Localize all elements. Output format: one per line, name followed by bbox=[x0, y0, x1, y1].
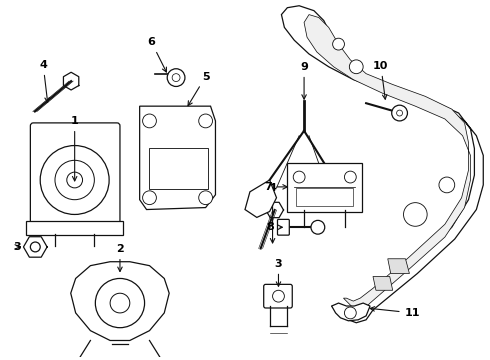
Text: 3: 3 bbox=[275, 259, 282, 286]
Polygon shape bbox=[245, 180, 276, 217]
Text: 4: 4 bbox=[269, 183, 276, 243]
Circle shape bbox=[143, 191, 156, 204]
Text: 6: 6 bbox=[147, 37, 167, 72]
Text: 10: 10 bbox=[373, 61, 389, 99]
Circle shape bbox=[199, 114, 213, 128]
Polygon shape bbox=[140, 106, 216, 210]
FancyBboxPatch shape bbox=[148, 148, 208, 189]
Circle shape bbox=[349, 60, 363, 74]
Polygon shape bbox=[281, 6, 483, 323]
Text: 1: 1 bbox=[71, 116, 78, 181]
Polygon shape bbox=[322, 175, 353, 210]
Circle shape bbox=[110, 293, 130, 313]
Circle shape bbox=[311, 220, 325, 234]
Polygon shape bbox=[388, 259, 410, 274]
Circle shape bbox=[199, 191, 213, 204]
Text: 3: 3 bbox=[14, 242, 22, 252]
Circle shape bbox=[167, 69, 185, 86]
FancyBboxPatch shape bbox=[277, 219, 289, 235]
Polygon shape bbox=[24, 237, 47, 257]
Polygon shape bbox=[373, 276, 392, 290]
Circle shape bbox=[67, 172, 82, 188]
Polygon shape bbox=[71, 262, 169, 341]
FancyBboxPatch shape bbox=[287, 163, 362, 212]
Circle shape bbox=[30, 242, 40, 252]
Circle shape bbox=[404, 203, 427, 226]
Circle shape bbox=[439, 177, 455, 193]
FancyBboxPatch shape bbox=[296, 188, 353, 206]
Circle shape bbox=[272, 290, 284, 302]
FancyBboxPatch shape bbox=[30, 123, 120, 232]
Circle shape bbox=[55, 160, 95, 200]
Circle shape bbox=[172, 74, 180, 82]
Circle shape bbox=[293, 171, 305, 183]
Text: 7: 7 bbox=[264, 182, 287, 192]
Circle shape bbox=[96, 278, 145, 328]
Text: 8: 8 bbox=[267, 222, 282, 232]
Text: 5: 5 bbox=[188, 72, 209, 106]
Circle shape bbox=[392, 105, 408, 121]
Circle shape bbox=[344, 171, 356, 183]
Circle shape bbox=[143, 114, 156, 128]
Polygon shape bbox=[332, 303, 370, 321]
Circle shape bbox=[40, 145, 109, 215]
Text: 2: 2 bbox=[116, 244, 124, 271]
Circle shape bbox=[344, 307, 356, 319]
Text: 4: 4 bbox=[39, 60, 49, 102]
Text: 11: 11 bbox=[370, 307, 420, 318]
Text: 9: 9 bbox=[300, 62, 308, 99]
FancyBboxPatch shape bbox=[264, 284, 292, 308]
Polygon shape bbox=[304, 15, 470, 310]
FancyBboxPatch shape bbox=[26, 221, 123, 235]
Circle shape bbox=[333, 38, 344, 50]
Circle shape bbox=[396, 110, 402, 116]
